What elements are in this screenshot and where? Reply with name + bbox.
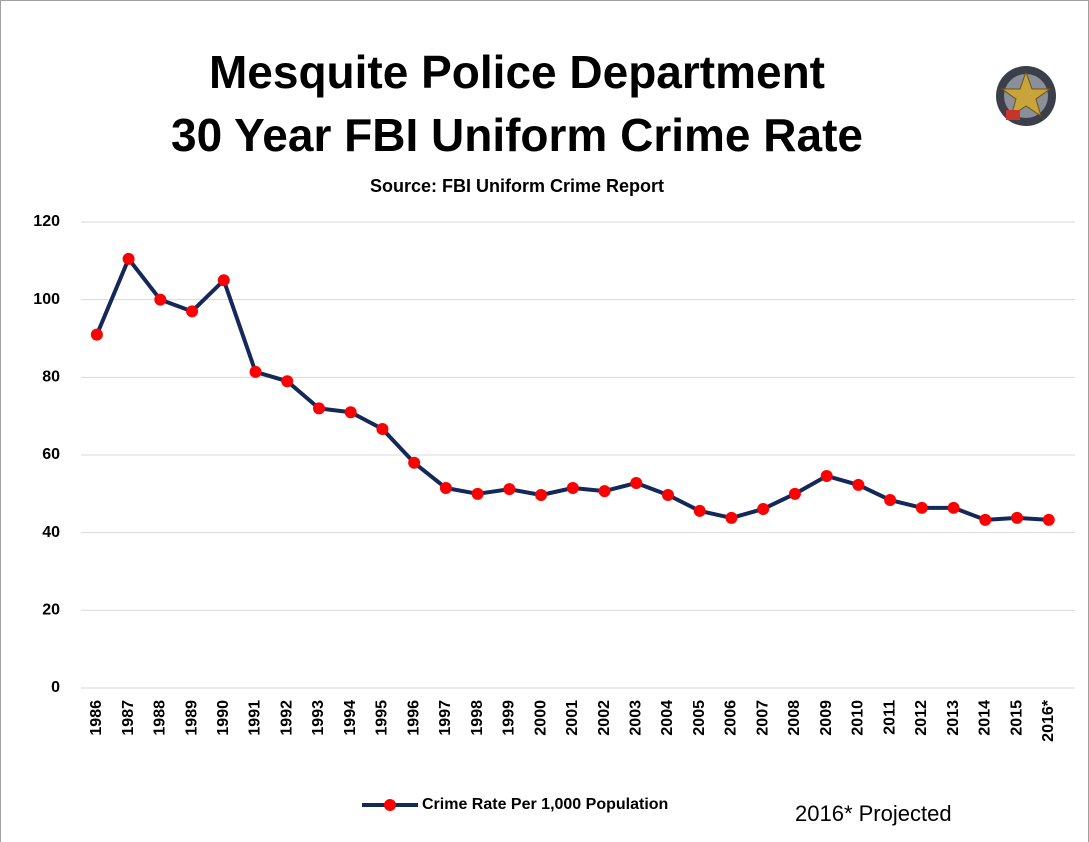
x-tick-label: 2015 — [1008, 700, 1025, 736]
x-tick-label: 2016* — [1040, 699, 1057, 742]
x-tick-label: 1995 — [374, 700, 391, 736]
x-tick-label: 1997 — [437, 700, 454, 736]
x-tick-label: 2005 — [691, 700, 708, 736]
y-tick-label: 40 — [42, 524, 60, 541]
x-tick-label: 2002 — [596, 700, 613, 736]
point — [122, 252, 135, 265]
point — [186, 305, 199, 318]
x-tick-label: 1988 — [152, 700, 169, 736]
point — [757, 502, 770, 515]
x-tick-label: 1992 — [278, 700, 295, 736]
point — [90, 328, 103, 341]
y-tick-label: 60 — [42, 446, 60, 463]
x-tick-label: 2012 — [913, 700, 930, 736]
x-tick-label: 2003 — [627, 700, 644, 736]
x-tick-label: 2014 — [977, 700, 994, 736]
x-tick-label: 1993 — [310, 700, 327, 736]
point — [725, 511, 738, 524]
x-tick-label: 2006 — [723, 700, 740, 736]
point — [979, 513, 992, 526]
point — [408, 456, 421, 469]
point — [1011, 511, 1024, 524]
point — [820, 469, 833, 482]
point — [281, 375, 294, 388]
point — [630, 476, 643, 489]
point — [788, 487, 801, 500]
x-tick-label: 2013 — [945, 700, 962, 736]
point — [249, 365, 262, 378]
annotation: 2016* Projected — [795, 801, 952, 826]
y-tick-label: 0 — [51, 679, 60, 696]
chart-title: 30 Year FBI Uniform Crime Rate — [171, 109, 863, 161]
x-tick-label: 1990 — [215, 700, 232, 736]
legend-label: Crime Rate Per 1,000 Population — [422, 796, 668, 813]
x-tick-label: 2007 — [754, 700, 771, 736]
point — [598, 485, 611, 498]
legend-marker — [384, 799, 396, 811]
x-tick-label: 2010 — [850, 700, 867, 736]
chart-title: Mesquite Police Department — [209, 46, 825, 98]
x-tick-label: 1991 — [247, 700, 264, 736]
x-tick-label: 2004 — [659, 700, 676, 736]
x-tick-label: 2011 — [881, 700, 898, 735]
badge-icon — [996, 66, 1056, 126]
x-tick-label: 2000 — [532, 700, 549, 736]
point — [693, 504, 706, 517]
x-tick-label: 2001 — [564, 700, 581, 736]
point — [1042, 513, 1055, 526]
point — [217, 274, 230, 287]
y-tick-label: 120 — [33, 213, 60, 230]
y-tick-label: 100 — [33, 291, 60, 308]
point — [439, 482, 452, 495]
point — [154, 293, 167, 306]
point — [535, 488, 548, 501]
x-tick-label: 1986 — [88, 700, 105, 736]
point — [566, 482, 579, 495]
x-tick-label: 1994 — [342, 700, 359, 736]
x-tick-label: 1998 — [469, 700, 486, 736]
point — [884, 494, 897, 507]
x-tick-label: 1989 — [183, 700, 200, 736]
y-tick-label: 20 — [42, 602, 60, 619]
point — [312, 402, 325, 415]
y-tick-label: 80 — [42, 369, 60, 386]
x-tick-label: 1987 — [120, 700, 137, 736]
point — [947, 501, 960, 514]
x-tick-label: 2008 — [786, 700, 803, 736]
point — [915, 501, 928, 514]
x-tick-label: 1996 — [405, 700, 422, 736]
point — [344, 406, 357, 419]
x-tick-label: 1999 — [501, 700, 518, 736]
point — [503, 483, 516, 496]
point — [662, 488, 675, 501]
chart-subtitle: Source: FBI Uniform Crime Report — [370, 176, 664, 196]
point — [376, 422, 389, 435]
point — [471, 487, 484, 500]
x-tick-label: 2009 — [818, 700, 835, 736]
point — [852, 478, 865, 491]
